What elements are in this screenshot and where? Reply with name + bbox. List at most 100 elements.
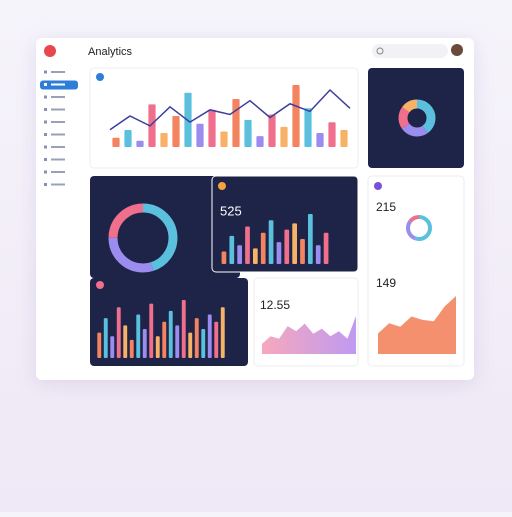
nav-label — [51, 83, 65, 86]
logo — [44, 45, 56, 57]
bar — [260, 232, 266, 264]
bar — [253, 248, 258, 264]
bar — [124, 129, 132, 147]
nav-label — [51, 183, 65, 186]
bar — [284, 229, 290, 264]
nav-label — [51, 158, 65, 161]
area — [262, 316, 356, 354]
bar — [148, 104, 156, 147]
donut-segment — [398, 99, 436, 137]
bar — [280, 126, 288, 147]
nav-icon — [44, 133, 47, 136]
bar — [142, 329, 147, 358]
revenue-value: 149 — [376, 276, 396, 290]
bar — [110, 336, 115, 358]
growth-value: 12.55 — [260, 298, 290, 312]
bar — [292, 223, 297, 264]
bar — [97, 332, 102, 358]
bar — [129, 339, 134, 358]
donut-segment — [398, 99, 436, 137]
bar — [207, 314, 212, 358]
nav-icon — [44, 83, 47, 86]
donut-segment — [108, 203, 178, 273]
bar — [155, 336, 160, 358]
nav-icon — [44, 170, 47, 174]
area — [378, 296, 456, 354]
bar — [162, 321, 167, 358]
avatar[interactable] — [451, 44, 463, 56]
app-title: Analytics — [88, 46, 133, 58]
bar — [292, 85, 300, 147]
users-card — [90, 176, 240, 278]
bar — [220, 307, 225, 358]
bar — [268, 114, 276, 147]
nav-label — [51, 96, 65, 98]
search-icon — [376, 47, 384, 55]
sidebar — [40, 70, 78, 186]
overview-card — [89, 67, 359, 169]
bar — [244, 119, 252, 147]
bar — [276, 242, 282, 264]
nav-icon — [44, 183, 47, 186]
bar — [300, 239, 305, 264]
nav-icon — [44, 70, 47, 74]
nav-icon — [44, 120, 47, 124]
bar — [308, 214, 313, 264]
bar — [214, 321, 219, 358]
bar — [123, 325, 128, 358]
line — [109, 88, 351, 131]
bar — [220, 131, 228, 147]
bar — [268, 220, 274, 264]
nav-icon — [44, 158, 47, 161]
bar — [103, 318, 108, 358]
nav-label — [51, 146, 65, 148]
card-icon — [218, 182, 226, 190]
bar — [194, 318, 199, 358]
donut-segment — [398, 99, 436, 137]
bar — [149, 303, 154, 358]
bar — [136, 140, 144, 147]
bar — [237, 245, 242, 264]
nav-icon — [44, 108, 47, 111]
bar — [136, 314, 141, 358]
bar — [208, 109, 216, 147]
bar — [304, 108, 312, 147]
bar — [175, 325, 180, 358]
bar — [112, 137, 120, 147]
nav-label — [51, 71, 65, 73]
bar — [201, 329, 206, 358]
bar — [315, 245, 321, 264]
nav-label — [51, 121, 65, 123]
traffic-card — [368, 68, 464, 168]
bar — [221, 251, 227, 264]
bar — [160, 133, 168, 147]
nav-label — [51, 108, 65, 111]
donut-segment — [406, 215, 432, 241]
bar — [168, 310, 173, 358]
nav-icon — [44, 145, 47, 149]
sessions-value: 525 — [220, 203, 242, 218]
bar — [196, 123, 204, 147]
card-icon — [374, 182, 382, 190]
nav-icon — [44, 95, 47, 99]
bar — [316, 133, 324, 147]
bar — [116, 307, 121, 358]
bar — [328, 122, 336, 147]
bar — [323, 232, 329, 264]
bar — [188, 332, 193, 358]
bar — [229, 235, 235, 264]
bar — [340, 129, 348, 147]
bar — [181, 300, 186, 358]
nav-label — [51, 171, 65, 173]
donut-segment — [406, 215, 432, 241]
bar — [232, 98, 240, 147]
bar — [256, 136, 264, 147]
card-icon — [96, 73, 104, 81]
bar — [172, 116, 180, 147]
conversion-value: 215 — [376, 200, 396, 214]
bar — [245, 226, 250, 264]
search-box[interactable] — [372, 44, 448, 58]
donut-segment — [108, 203, 178, 273]
